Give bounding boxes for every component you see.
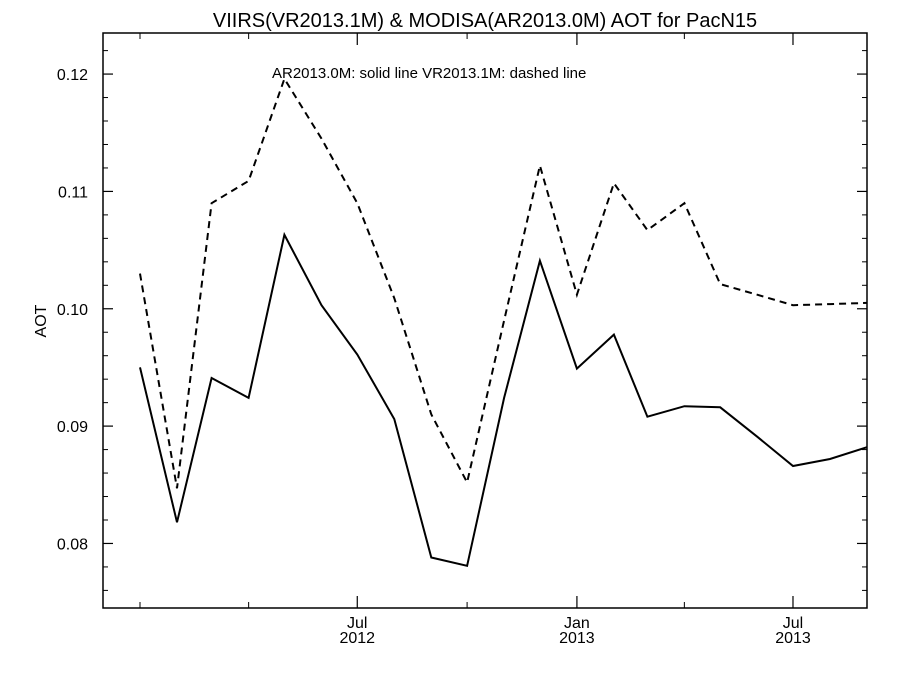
x-tick-year-label: 2012	[339, 630, 375, 647]
series-line-vr2013-1m	[139, 76, 867, 489]
x-tick-year-label: 2013	[559, 630, 595, 647]
x-tick-month-label: Jan	[564, 615, 590, 632]
plot-frame	[102, 32, 868, 609]
x-tick-year-label: 2013	[775, 630, 811, 647]
y-axis-label: AOT	[33, 304, 50, 337]
chart-title: VIIRS(VR2013.1M) & MODISA(AR2013.0M) AOT…	[213, 10, 757, 32]
x-tick-month-label: Jul	[347, 615, 367, 632]
y-tick-label: 0.12	[57, 67, 88, 84]
y-axis-ticks: 0.08 0.09 0.10 0.11 0.12	[57, 50, 867, 591]
y-tick-label: 0.09	[57, 419, 88, 436]
line-style-annotation: AR2013.0M: solid line VR2013.1M: dashed …	[272, 65, 586, 82]
y-tick-label: 0.11	[58, 184, 88, 201]
y-tick-label: 0.08	[57, 536, 88, 553]
series-line-ar2013-0m	[139, 231, 867, 568]
y-tick-label: 0.10	[57, 302, 88, 319]
series-layer	[139, 76, 867, 568]
x-tick-month-label: Jul	[783, 615, 803, 632]
